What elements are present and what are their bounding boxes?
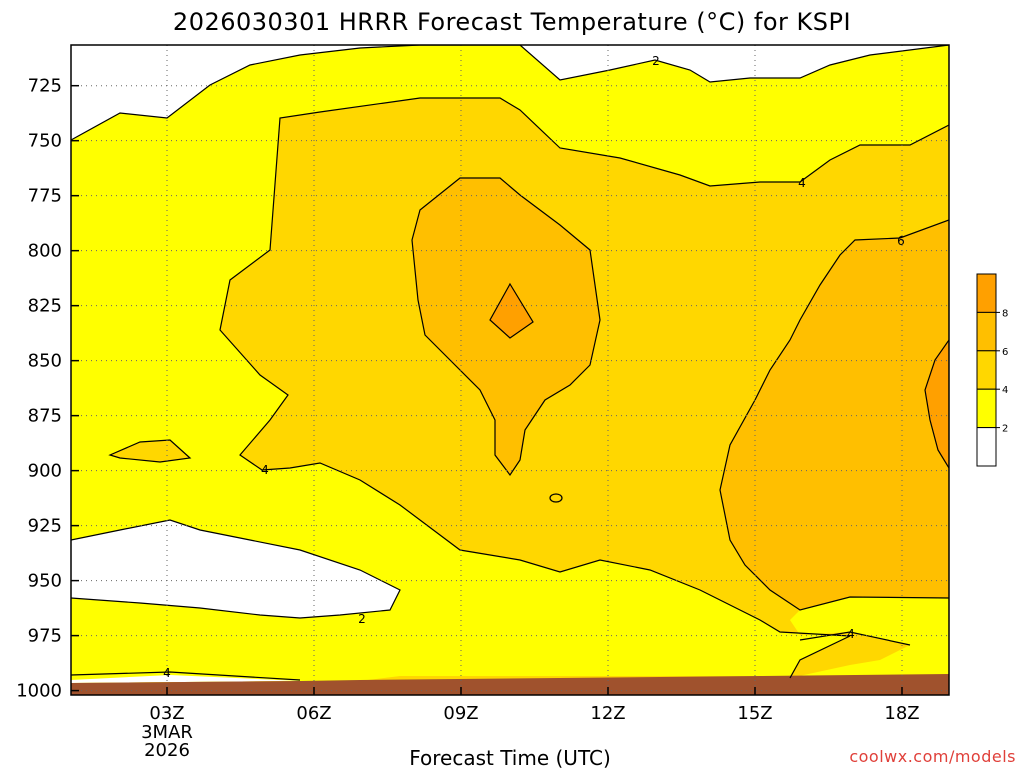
x-tick-label: 06Z xyxy=(296,703,331,724)
y-tick-label: 725 xyxy=(28,76,62,97)
colorbar-swatch xyxy=(976,311,997,352)
x-tick-label: 12Z xyxy=(590,703,625,724)
y-axis: 725 750 775 800 825 850 875 900 925 950 975 1000 xyxy=(16,76,79,702)
y-tick-label: 850 xyxy=(28,351,62,372)
y-tick-label: 1000 xyxy=(16,681,62,702)
band-lt2-island xyxy=(110,440,190,462)
x-tick-label: 09Z xyxy=(443,703,478,724)
contour-4-right xyxy=(799,631,911,646)
colorbar-tick-label: 6 xyxy=(1002,347,1008,358)
contour-6-upper xyxy=(411,177,601,477)
colorbar-tick-label: 4 xyxy=(1002,385,1008,396)
plot-area xyxy=(71,45,949,695)
plot-frame xyxy=(70,44,950,696)
contour-label: 2 xyxy=(652,54,660,68)
x-date-year: 2026 xyxy=(144,740,190,761)
contour-4-main xyxy=(219,97,949,679)
colorbar-swatch xyxy=(976,350,997,390)
contour-2-lower xyxy=(71,519,401,619)
y-tick-label: 750 xyxy=(28,131,62,152)
colorbar-tick-label: 2 xyxy=(1002,424,1008,435)
contour-label: 6 xyxy=(897,234,905,248)
colorbar-swatch xyxy=(976,273,997,313)
x-tick-label: 03Z xyxy=(149,703,184,724)
x-tick-label: 18Z xyxy=(884,703,919,724)
grid xyxy=(71,45,949,695)
contour-label: 2 xyxy=(358,612,366,626)
x-axis: 03Z 06Z 09Z 12Z 15Z 18Z xyxy=(149,687,920,724)
contour-4-island xyxy=(108,439,192,463)
colorbar-tick-label: 8 xyxy=(1002,308,1008,319)
contour-label: 4 xyxy=(798,176,806,190)
y-tick-label: 950 xyxy=(28,571,62,592)
y-tick-label: 900 xyxy=(28,461,62,482)
contour-small-ring xyxy=(549,493,563,503)
contour-2-upper xyxy=(71,45,949,141)
contour-lines xyxy=(71,45,949,681)
contour-4-bottom xyxy=(71,671,301,681)
contour-label: 4 xyxy=(163,666,171,680)
colorbar: 2 4 6 8 xyxy=(976,273,1008,467)
x-tick-label: 15Z xyxy=(737,703,772,724)
ground-strip xyxy=(71,674,949,695)
y-tick-label: 975 xyxy=(28,626,62,647)
credit-text: coolwx.com/models xyxy=(849,747,1016,766)
chart-title: 2026030301 HRRR Forecast Temperature (°C… xyxy=(173,8,851,36)
band-6-8-region-right xyxy=(720,220,949,610)
contour-labels: 2 2 4 4 4 4 6 xyxy=(163,54,905,680)
y-tick-label: 800 xyxy=(28,241,62,262)
y-tick-label: 925 xyxy=(28,516,62,537)
contour-label: 4 xyxy=(847,627,855,641)
contour-8-center xyxy=(489,282,534,339)
x-date-month: 3MAR xyxy=(141,722,193,743)
band-gt8-region-center xyxy=(490,284,533,338)
x-axis-title: Forecast Time (UTC) xyxy=(409,746,611,768)
y-tick-label: 875 xyxy=(28,406,62,427)
y-tick-label: 775 xyxy=(28,186,62,207)
contour-label: 4 xyxy=(261,463,269,477)
colorbar-swatch xyxy=(976,388,997,429)
contour-8-right xyxy=(924,339,949,469)
colorbar-swatch xyxy=(976,427,997,467)
y-tick-label: 825 xyxy=(28,296,62,317)
